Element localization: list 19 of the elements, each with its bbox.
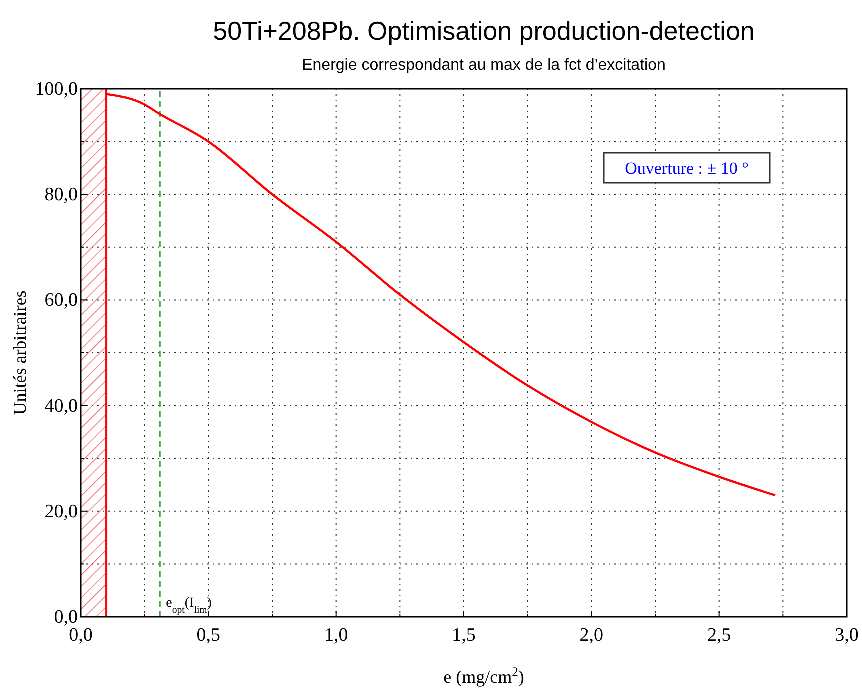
y-axis-title: Unités arbitraires — [10, 290, 30, 416]
y-tick-label: 80,0 — [44, 184, 78, 206]
y-tick-label: 20,0 — [44, 501, 78, 522]
y-tick-label: 100,0 — [35, 79, 78, 100]
chart-title: 50Ti+208Pb. Optimisation production-detection — [213, 16, 755, 46]
x-tick-label: 1,5 — [452, 625, 476, 646]
x-axis-title: e (mg/cm$^{2}$) — [444, 665, 524, 687]
x-tick-label: 0,0 — [69, 625, 93, 646]
x-tick-label: 0,5 — [196, 625, 221, 646]
y-tick-label: 60,0 — [44, 290, 78, 312]
ref-line-label: e$_{opt}$(I$_{lim}$) — [166, 596, 212, 616]
x-tick-label: 3,0 — [835, 625, 859, 646]
x-tick-label: 1,0 — [324, 625, 348, 646]
y-tick-label: 40,0 — [44, 396, 78, 417]
x-tick-label: 2,5 — [707, 625, 732, 646]
annotation: Ouverture : ± 10 ° — [625, 159, 749, 178]
y-tick-label: 0,0 — [54, 607, 78, 628]
x-tick-label: 2,0 — [580, 625, 604, 646]
chart-subtitle: Energie correspondant au max de la fct d’excitation — [302, 57, 666, 74]
